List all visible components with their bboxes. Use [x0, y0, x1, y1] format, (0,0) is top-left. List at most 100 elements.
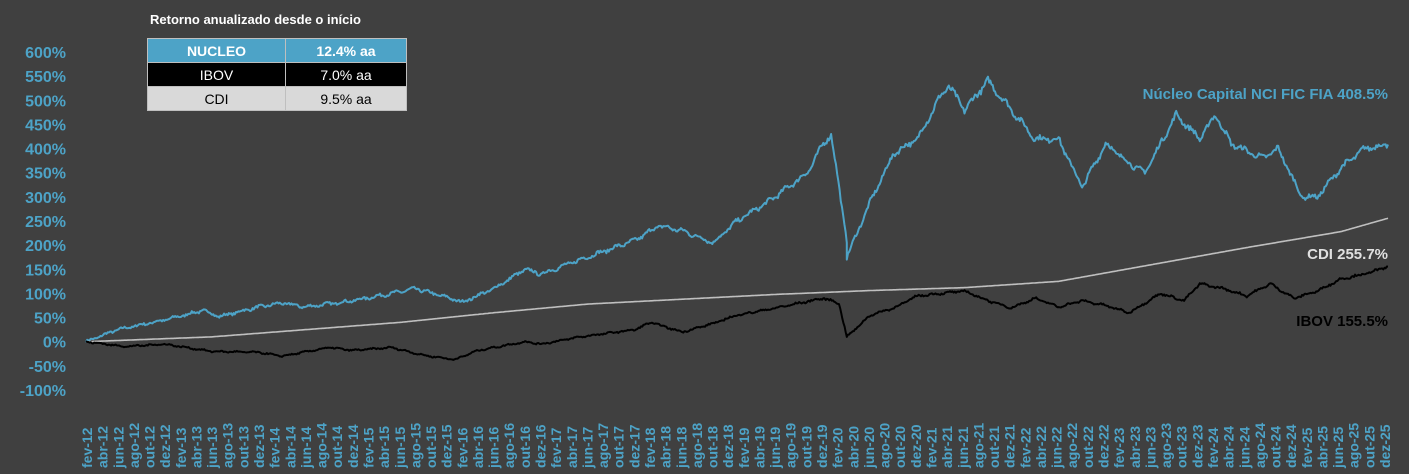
series-line	[85, 75, 1389, 343]
x-tick-label: abr-22	[1033, 426, 1049, 468]
x-tick-label: abr-25	[1314, 426, 1330, 468]
y-tick-label: 150%	[25, 262, 66, 279]
x-tick-label: abr-19	[751, 426, 767, 468]
row-value: 9.5% aa	[285, 86, 407, 111]
x-tick-label: out-13	[235, 426, 251, 468]
x-tick-label: ago-19	[783, 423, 799, 468]
x-tick-label: fev-17	[548, 427, 564, 468]
y-tick-label: 100%	[25, 286, 66, 303]
x-tick-label: fev-21	[923, 427, 939, 468]
series-end-labels: Núcleo Capital NCI FIC FIA 408.5% CDI 255…	[1143, 86, 1388, 330]
x-tick-label: jun-23	[1142, 427, 1158, 469]
y-tick-label: 350%	[25, 166, 66, 183]
series-end-label: Núcleo Capital NCI FIC FIA 408.5%	[1143, 86, 1388, 103]
x-tick-label: jun-14	[298, 427, 314, 469]
x-tick-label: dez-17	[626, 424, 642, 468]
x-tick-label: fev-18	[642, 427, 658, 468]
table-row: NUCLEO 12.4% aa	[147, 38, 407, 63]
x-tick-label: out-18	[705, 426, 721, 468]
y-tick-label: 0%	[43, 335, 66, 352]
x-tick-label: dez-25	[1377, 424, 1393, 468]
x-tick-label: ago-16	[501, 423, 517, 468]
x-tick-label: ago-12	[126, 423, 142, 468]
x-tick-label: jun-15	[392, 427, 408, 469]
x-tick-label: fev-19	[736, 427, 752, 468]
x-tick-label: abr-17	[564, 426, 580, 468]
x-tick-label: out-25	[1361, 426, 1377, 468]
x-tick-label: jun-13	[204, 427, 220, 469]
x-tick-label: fev-25	[1299, 427, 1315, 468]
x-tick-label: abr-24	[1221, 426, 1237, 468]
x-tick-label: abr-21	[939, 426, 955, 468]
y-tick-label: 550%	[25, 69, 66, 86]
table-title: Retorno anualizado desde o início	[150, 12, 361, 27]
x-tick-label: ago-13	[220, 423, 236, 468]
x-tick-label: abr-23	[1127, 426, 1143, 468]
x-tick-label: fev-16	[454, 427, 470, 468]
y-tick-label: 300%	[25, 190, 66, 207]
row-name: CDI	[147, 86, 286, 111]
x-tick-label: out-14	[329, 426, 345, 468]
y-tick-label: -100%	[20, 383, 66, 400]
x-tick-label: dez-13	[251, 424, 267, 468]
x-tick-label: dez-16	[533, 424, 549, 468]
x-tick-label: ago-23	[1158, 423, 1174, 468]
series-end-label: CDI 255.7%	[1307, 246, 1388, 263]
x-tick-label: dez-14	[345, 424, 361, 468]
table-row: IBOV 7.0% aa	[147, 62, 407, 87]
x-tick-label: abr-14	[282, 426, 298, 468]
y-tick-label: 500%	[25, 93, 66, 110]
x-tick-label: jun-25	[1330, 427, 1346, 469]
table-row: CDI 9.5% aa	[147, 86, 407, 111]
x-tick-label: abr-16	[470, 426, 486, 468]
y-tick-label: 600%	[25, 45, 66, 62]
x-tick-label: out-23	[1174, 426, 1190, 468]
x-tick-label: fev-20	[830, 427, 846, 468]
x-tick-label: out-17	[611, 426, 627, 468]
x-tick-label: out-21	[986, 426, 1002, 468]
x-tick-label: jun-22	[1049, 427, 1065, 469]
x-tick-label: jun-16	[486, 427, 502, 469]
x-tick-label: fev-23	[1111, 427, 1127, 468]
x-tick-label: dez-21	[1002, 424, 1018, 468]
x-tick-label: dez-18	[720, 424, 736, 468]
x-tick-label: fev-12	[79, 427, 95, 468]
x-tick-label: fev-22	[1017, 427, 1033, 468]
series-line	[85, 265, 1389, 361]
x-tick-label: out-15	[423, 426, 439, 468]
x-tick-label: abr-13	[188, 426, 204, 468]
x-tick-label: fev-13	[173, 427, 189, 468]
series-line	[86, 217, 1389, 343]
x-tick-label: dez-19	[814, 424, 830, 468]
x-tick-label: fev-24	[1205, 427, 1221, 468]
y-tick-label: 450%	[25, 117, 66, 134]
x-tick-label: dez-24	[1283, 424, 1299, 468]
y-tick-label: 200%	[25, 238, 66, 255]
x-tick-label: jun-18	[673, 427, 689, 469]
x-tick-label: jun-17	[579, 427, 595, 469]
x-tick-label: out-20	[892, 426, 908, 468]
y-axis: 600% 550% 500% 450% 400% 350% 300% 250% 200% 150%…	[20, 45, 66, 400]
y-tick-label: 250%	[25, 214, 66, 231]
x-tick-label: abr-18	[658, 426, 674, 468]
x-tick-label: abr-20	[845, 426, 861, 468]
y-tick-label: 400%	[25, 142, 66, 159]
x-tick-label: dez-20	[908, 424, 924, 468]
x-tick-label: out-12	[142, 426, 158, 468]
x-tick-label: jun-20	[861, 427, 877, 469]
y-tick-label: 50%	[34, 311, 66, 328]
x-tick-label: jun-24	[1236, 427, 1252, 469]
series-end-label: IBOV 155.5%	[1296, 313, 1388, 330]
x-tick-label: abr-12	[95, 426, 111, 468]
x-tick-label: out-19	[798, 426, 814, 468]
x-tick-label: ago-14	[314, 423, 330, 468]
x-tick-label: fev-14	[267, 427, 283, 468]
x-tick-label: jun-12	[110, 427, 126, 469]
x-tick-label: ago-21	[970, 423, 986, 468]
row-value: 7.0% aa	[285, 62, 407, 87]
x-axis: fev-12 abr-12 jun-12 ago-12 out-12 dez-12 fev-…	[79, 423, 1393, 469]
x-tick-label: dez-22	[1096, 424, 1112, 468]
x-tick-label: ago-17	[595, 423, 611, 468]
returns-table: NUCLEO 12.4% aa IBOV 7.0% aa CDI 9.5% aa	[147, 38, 407, 111]
x-tick-label: out-16	[517, 426, 533, 468]
